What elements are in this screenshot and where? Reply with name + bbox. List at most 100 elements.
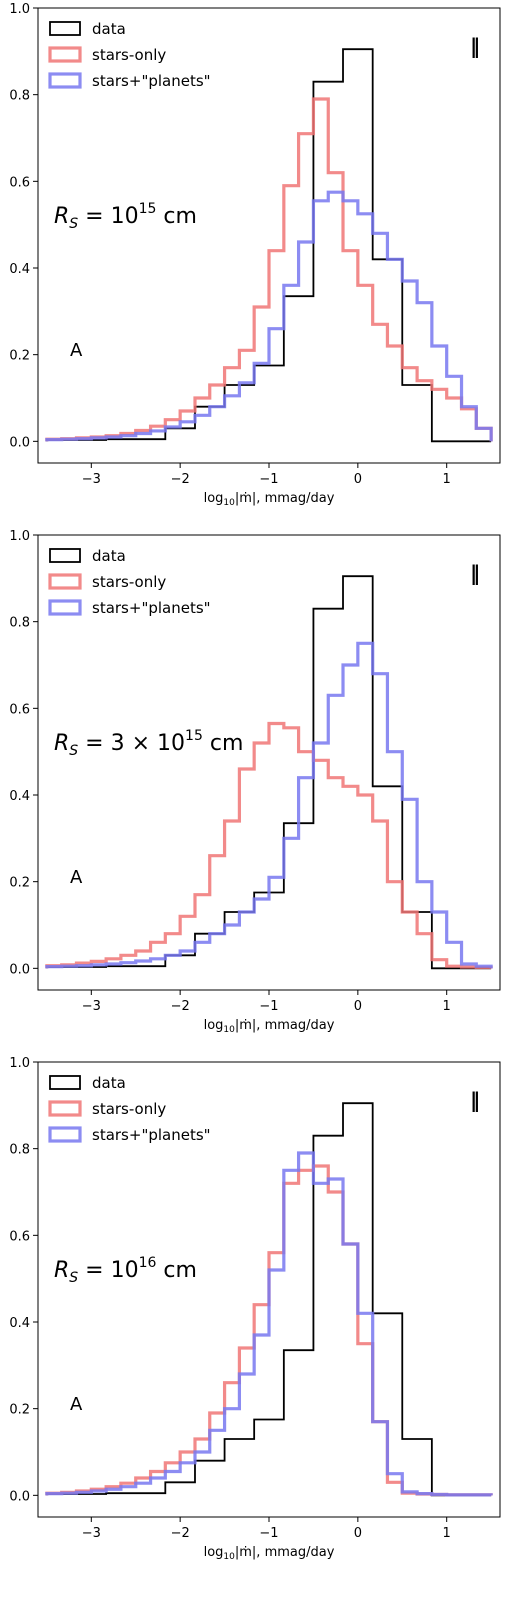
x-axis-label: log10|ṁ|, mmag/day: [204, 491, 335, 508]
stars-planets-line: [45, 641, 493, 969]
legend-entry-stars-only-label: stars-only: [92, 46, 166, 64]
x-axis-label-pre: log: [204, 1018, 224, 1033]
panel-2: −3 −2 −1 0 1 0.0 0.2 0.4 0.6 0.8 1.0 log10|ṁ|, mmag…: [9, 529, 501, 1035]
legend-entry-data-label: data: [92, 20, 126, 38]
y-tick-label: 1.0: [9, 2, 30, 17]
data-line: [45, 575, 492, 970]
x-axis-label-post: |ṁ|, mmag/day: [235, 1018, 335, 1033]
legend-entry-data-label: data: [92, 1074, 126, 1092]
y-tick-label: 0.4: [9, 1316, 30, 1331]
rs-annotation-text: = 3 × 10: [78, 731, 185, 756]
rs-annotation: RS = 1015 cm: [54, 201, 197, 232]
rs-annotation-unit: cm: [156, 1258, 197, 1283]
legend-entry-data-swatch: [49, 21, 81, 36]
legend-entry-stars-only-label: stars-only: [92, 573, 166, 591]
legend-entry-stars-planets-label: stars+"planets": [92, 1126, 211, 1144]
rs-annotation-text: = 10: [78, 204, 138, 229]
legend-entry-stars-only-swatch: [48, 1100, 82, 1117]
y-tick-label: 0.2: [9, 876, 30, 891]
rs-annotation-sup: 16: [139, 1255, 157, 1271]
y-tick-label: 0.0: [9, 962, 30, 977]
x-tick-label: −1: [259, 1526, 278, 1541]
rs-annotation-base: R: [54, 1258, 69, 1283]
x-axis-label-post: |ṁ|, mmag/day: [235, 491, 335, 506]
x-tick-label: −3: [82, 472, 101, 487]
y-tick-label: 0.2: [9, 1403, 30, 1418]
y-tick-label: 0.6: [9, 1229, 30, 1244]
stars-only-line: [45, 97, 493, 442]
y-tick-label: 0.8: [9, 616, 30, 631]
panel-marker: ‖: [470, 34, 480, 58]
x-tick-label: −3: [82, 1526, 101, 1541]
rs-annotation-base: R: [54, 731, 69, 756]
y-tick-label: 0.6: [9, 175, 30, 190]
data-line: [45, 1102, 492, 1497]
panel-letter: A: [70, 867, 83, 888]
rs-annotation: RS = 1016 cm: [54, 1255, 197, 1286]
legend-entry-stars-only-label: stars-only: [92, 1100, 166, 1118]
legend-entry-data-label: data: [92, 547, 126, 565]
rs-annotation-sub: S: [69, 216, 78, 232]
x-tick-label: −3: [82, 999, 101, 1014]
legend-entry-stars-planets-label: stars+"planets": [92, 599, 211, 617]
x-axis-label-sub: 10: [223, 498, 235, 508]
legend-entry-stars-planets-label: stars+"planets": [92, 72, 211, 90]
x-tick-label: 0: [354, 1526, 362, 1541]
panel-letter: A: [70, 340, 83, 361]
rs-annotation-sub: S: [69, 743, 78, 759]
rs-annotation-unit: cm: [203, 731, 244, 756]
x-tick-label: 1: [443, 1526, 451, 1541]
panel-1: −3 −2 −1 0 1 0.0 0.2 0.4 0.6 0.8 1.0 log10|ṁ|, mmag…: [9, 2, 501, 508]
y-tick-label: 0.0: [9, 1489, 30, 1504]
x-tick-label: −2: [171, 999, 190, 1014]
x-tick-label: 0: [354, 472, 362, 487]
y-tick-label: 0.8: [9, 89, 30, 104]
legend-entry-stars-only-swatch: [48, 573, 82, 590]
y-tick-label: 0.6: [9, 702, 30, 717]
panel-3: −3 −2 −1 0 1 0.0 0.2 0.4 0.6 0.8 1.0 log10|ṁ|, mmag…: [9, 1056, 501, 1562]
y-tick-label: 0.4: [9, 789, 30, 804]
x-axis-label-post: |ṁ|, mmag/day: [235, 1545, 335, 1560]
y-tick-label: 0.8: [9, 1143, 30, 1158]
rs-annotation-sub: S: [69, 1270, 78, 1286]
legend-entry-data-swatch: [49, 1075, 81, 1090]
rs-annotation-sup: 15: [185, 728, 203, 744]
stars-planets-line: [45, 190, 493, 442]
legend-entry-data-swatch: [49, 548, 81, 563]
rs-annotation-base: R: [54, 204, 69, 229]
rs-annotation-unit: cm: [156, 204, 197, 229]
rs-annotation-sup: 15: [139, 201, 157, 217]
rs-annotation: RS = 3 × 1015 cm: [54, 728, 243, 759]
x-tick-label: 1: [443, 999, 451, 1014]
x-axis-label: log10|ṁ|, mmag/day: [204, 1545, 335, 1562]
y-tick-label: 1.0: [9, 1056, 30, 1071]
legend-entry-stars-planets-swatch: [48, 72, 82, 89]
x-axis-label-sub: 10: [223, 1025, 235, 1035]
x-tick-label: −2: [171, 472, 190, 487]
x-tick-label: −2: [171, 1526, 190, 1541]
panel-marker: ‖: [470, 1088, 480, 1112]
x-tick-label: −1: [259, 472, 278, 487]
stars-planets-line: [45, 1151, 493, 1497]
x-axis-label-pre: log: [204, 1545, 224, 1560]
legend-entry-stars-only-swatch: [48, 46, 82, 63]
panel-marker: ‖: [470, 561, 480, 585]
x-axis-label-sub: 10: [223, 1552, 235, 1562]
legend-entry-stars-planets-swatch: [48, 1126, 82, 1143]
y-tick-label: 0.0: [9, 435, 30, 450]
rs-annotation-text: = 10: [78, 1258, 138, 1283]
x-axis-label-pre: log: [204, 491, 224, 506]
x-axis-label: log10|ṁ|, mmag/day: [204, 1018, 335, 1035]
y-tick-label: 0.2: [9, 349, 30, 364]
legend-entry-stars-planets-swatch: [48, 599, 82, 616]
y-tick-label: 0.4: [9, 262, 30, 277]
stars-only-line: [45, 721, 493, 970]
panel-letter: A: [70, 1394, 83, 1415]
x-tick-label: 1: [443, 472, 451, 487]
y-tick-label: 1.0: [9, 529, 30, 544]
data-line: [45, 48, 492, 443]
x-tick-label: 0: [354, 999, 362, 1014]
x-tick-label: −1: [259, 999, 278, 1014]
